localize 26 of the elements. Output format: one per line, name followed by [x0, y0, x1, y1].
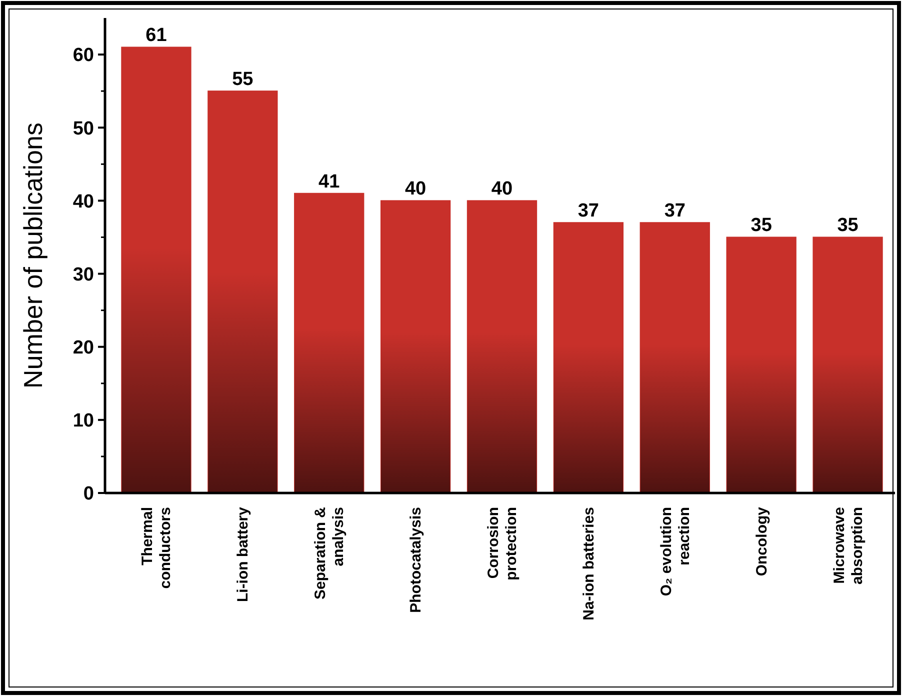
x-tick-label: Microwave absorption — [830, 507, 866, 584]
data-label: 41 — [318, 171, 340, 192]
y-tick-label: 40 — [72, 191, 94, 212]
data-label: 40 — [404, 178, 426, 200]
x-tick-label: O₂ evolution reaction — [658, 507, 693, 596]
data-label: 37 — [664, 200, 686, 222]
data-label: 61 — [146, 25, 168, 46]
x-tick-label: Photocatalysis — [408, 507, 425, 613]
y-tick-label: 60 — [72, 45, 94, 66]
y-tick-label: 20 — [72, 337, 94, 358]
x-tick-label: Thermal conductors — [139, 507, 174, 589]
data-label: 55 — [232, 69, 254, 90]
y-tick-label: 30 — [72, 264, 94, 286]
x-tick-label: Oncology — [753, 506, 770, 576]
x-tick-label: Separation & analysis — [312, 506, 348, 600]
x-tick-label: Na-ion batteries — [580, 507, 598, 620]
y-tick-label: 10 — [72, 410, 94, 432]
data-label: 35 — [750, 215, 772, 236]
y-axis-title: Number of publications — [18, 122, 48, 388]
data-label: 35 — [837, 215, 859, 236]
x-tick-label: Corrosion protection — [485, 507, 520, 580]
y-tick-label: 50 — [72, 118, 94, 140]
x-tick-label: Li-ion battery — [234, 506, 252, 602]
y-tick-label: 0 — [83, 484, 94, 505]
data-label: 37 — [578, 200, 600, 222]
data-label: 40 — [491, 178, 513, 200]
